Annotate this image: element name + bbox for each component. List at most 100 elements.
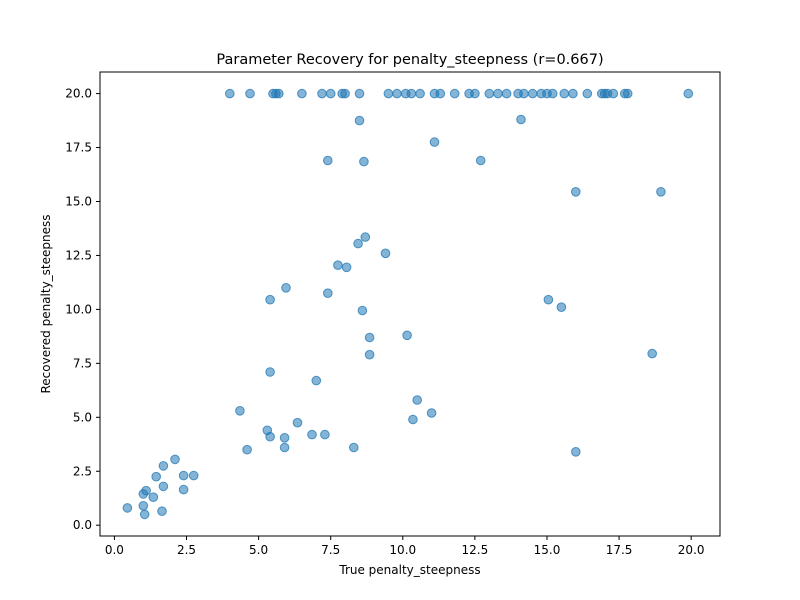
scatter-point bbox=[357, 305, 368, 316]
scatter-point bbox=[148, 492, 159, 503]
scatter-point bbox=[412, 395, 423, 405]
scatter-point bbox=[547, 88, 558, 99]
scatter-point bbox=[383, 88, 394, 99]
scatter-point bbox=[311, 375, 322, 386]
y-tick-label: 0.0 bbox=[73, 518, 92, 532]
scatter-point bbox=[353, 238, 363, 249]
scatter-point bbox=[279, 442, 290, 453]
chart-title: Parameter Recovery for penalty_steepness… bbox=[216, 52, 603, 68]
scatter-point bbox=[320, 429, 330, 440]
x-tick-label: 0.0 bbox=[105, 543, 124, 557]
scatter-point bbox=[323, 288, 333, 299]
scatter-point bbox=[292, 417, 303, 428]
x-axis-label: True penalty_steepness bbox=[338, 563, 480, 577]
scatter-point bbox=[188, 470, 199, 481]
scatter-point bbox=[225, 88, 235, 99]
scatter-point bbox=[571, 187, 581, 197]
y-tick-label: 15.0 bbox=[65, 194, 92, 208]
x-tick-label: 7.5 bbox=[321, 543, 340, 557]
scatter-point bbox=[426, 408, 437, 418]
scatter-point bbox=[340, 88, 350, 99]
x-tick-label: 17.5 bbox=[606, 543, 633, 557]
scatter-point bbox=[170, 454, 180, 465]
scatter-point bbox=[333, 260, 343, 271]
scatter-point bbox=[141, 485, 151, 496]
scatter-point bbox=[360, 232, 371, 242]
x-axis: 0.0 2.5 5.0 7.5 10.0 12.5 15.0 17.5 20.0 bbox=[105, 536, 705, 557]
scatter-point bbox=[341, 262, 352, 273]
scatter-point bbox=[571, 447, 581, 457]
scatter-point bbox=[281, 283, 291, 293]
plot-frame bbox=[99, 71, 721, 537]
scatter-point bbox=[157, 506, 167, 517]
scatter-point bbox=[683, 88, 694, 99]
y-tick-label: 7.5 bbox=[73, 356, 92, 370]
y-axis: 0.0 2.5 5.0 7.5 10.0 12.5 15.0 17.5 20.0 bbox=[65, 87, 100, 532]
scatter-point bbox=[178, 484, 189, 495]
y-tick-label: 20.0 bbox=[65, 87, 92, 101]
scatter-point bbox=[493, 88, 503, 99]
scatter-point bbox=[265, 294, 275, 305]
scatter-point bbox=[245, 88, 255, 99]
scatter-point bbox=[647, 348, 658, 359]
scatter-point bbox=[274, 88, 284, 99]
scatter-point bbox=[608, 88, 619, 99]
scatter-point bbox=[516, 114, 526, 125]
scatter-point bbox=[484, 88, 495, 99]
scatter-point bbox=[349, 442, 359, 453]
scatter-point bbox=[178, 470, 189, 481]
scatter-point bbox=[265, 367, 275, 377]
scatter-point bbox=[364, 332, 375, 343]
scatter-point bbox=[415, 88, 425, 99]
scatter-point bbox=[307, 429, 317, 440]
scatter-point bbox=[354, 88, 365, 99]
scatter-point bbox=[297, 88, 307, 99]
scatter-point bbox=[406, 88, 417, 99]
scatter-point bbox=[317, 88, 327, 99]
scatter-point bbox=[158, 481, 169, 492]
scatter-point bbox=[519, 88, 529, 99]
scatter-point bbox=[138, 501, 149, 511]
scatter-point bbox=[279, 433, 290, 443]
y-tick-label: 10.0 bbox=[65, 302, 92, 316]
scatter-point bbox=[449, 88, 460, 99]
scatter-point bbox=[325, 88, 336, 99]
x-tick-label: 20.0 bbox=[678, 543, 705, 557]
scatter-point bbox=[501, 88, 512, 99]
scatter-point bbox=[559, 88, 570, 99]
y-axis-label: Recovered penalty_steepness bbox=[39, 214, 53, 393]
y-tick-label: 17.5 bbox=[65, 141, 92, 155]
scatter-point bbox=[359, 156, 369, 167]
scatter-point bbox=[475, 155, 486, 166]
scatter-point bbox=[354, 115, 365, 126]
y-tick-label: 2.5 bbox=[73, 464, 92, 478]
scatter-point bbox=[429, 137, 440, 147]
scatter-point bbox=[527, 88, 538, 99]
scatter-point bbox=[622, 88, 633, 99]
y-tick-label: 5.0 bbox=[73, 410, 92, 424]
x-tick-label: 10.0 bbox=[389, 543, 416, 557]
scatter-point bbox=[235, 406, 245, 416]
x-tick-label: 15.0 bbox=[534, 543, 561, 557]
scatter-point bbox=[543, 294, 554, 305]
scatter-point bbox=[470, 88, 480, 99]
scatter-point bbox=[139, 509, 150, 520]
scatter-point bbox=[364, 349, 375, 360]
scatter-point bbox=[408, 414, 418, 425]
scatter-point bbox=[242, 444, 252, 455]
scatter-point bbox=[380, 248, 391, 259]
scatter-point bbox=[151, 471, 161, 482]
scatter-point bbox=[582, 88, 593, 99]
scatter-point bbox=[435, 88, 446, 99]
x-tick-label: 5.0 bbox=[249, 543, 268, 557]
scatter-point bbox=[568, 88, 578, 99]
scatter-point bbox=[402, 330, 412, 341]
scatter-point bbox=[265, 431, 275, 442]
scatter-point bbox=[656, 187, 666, 197]
points-layer bbox=[122, 88, 694, 520]
y-tick-label: 12.5 bbox=[65, 248, 92, 262]
scatter-point bbox=[556, 302, 567, 313]
scatter-point bbox=[122, 503, 133, 513]
x-tick-label: 12.5 bbox=[462, 543, 489, 557]
